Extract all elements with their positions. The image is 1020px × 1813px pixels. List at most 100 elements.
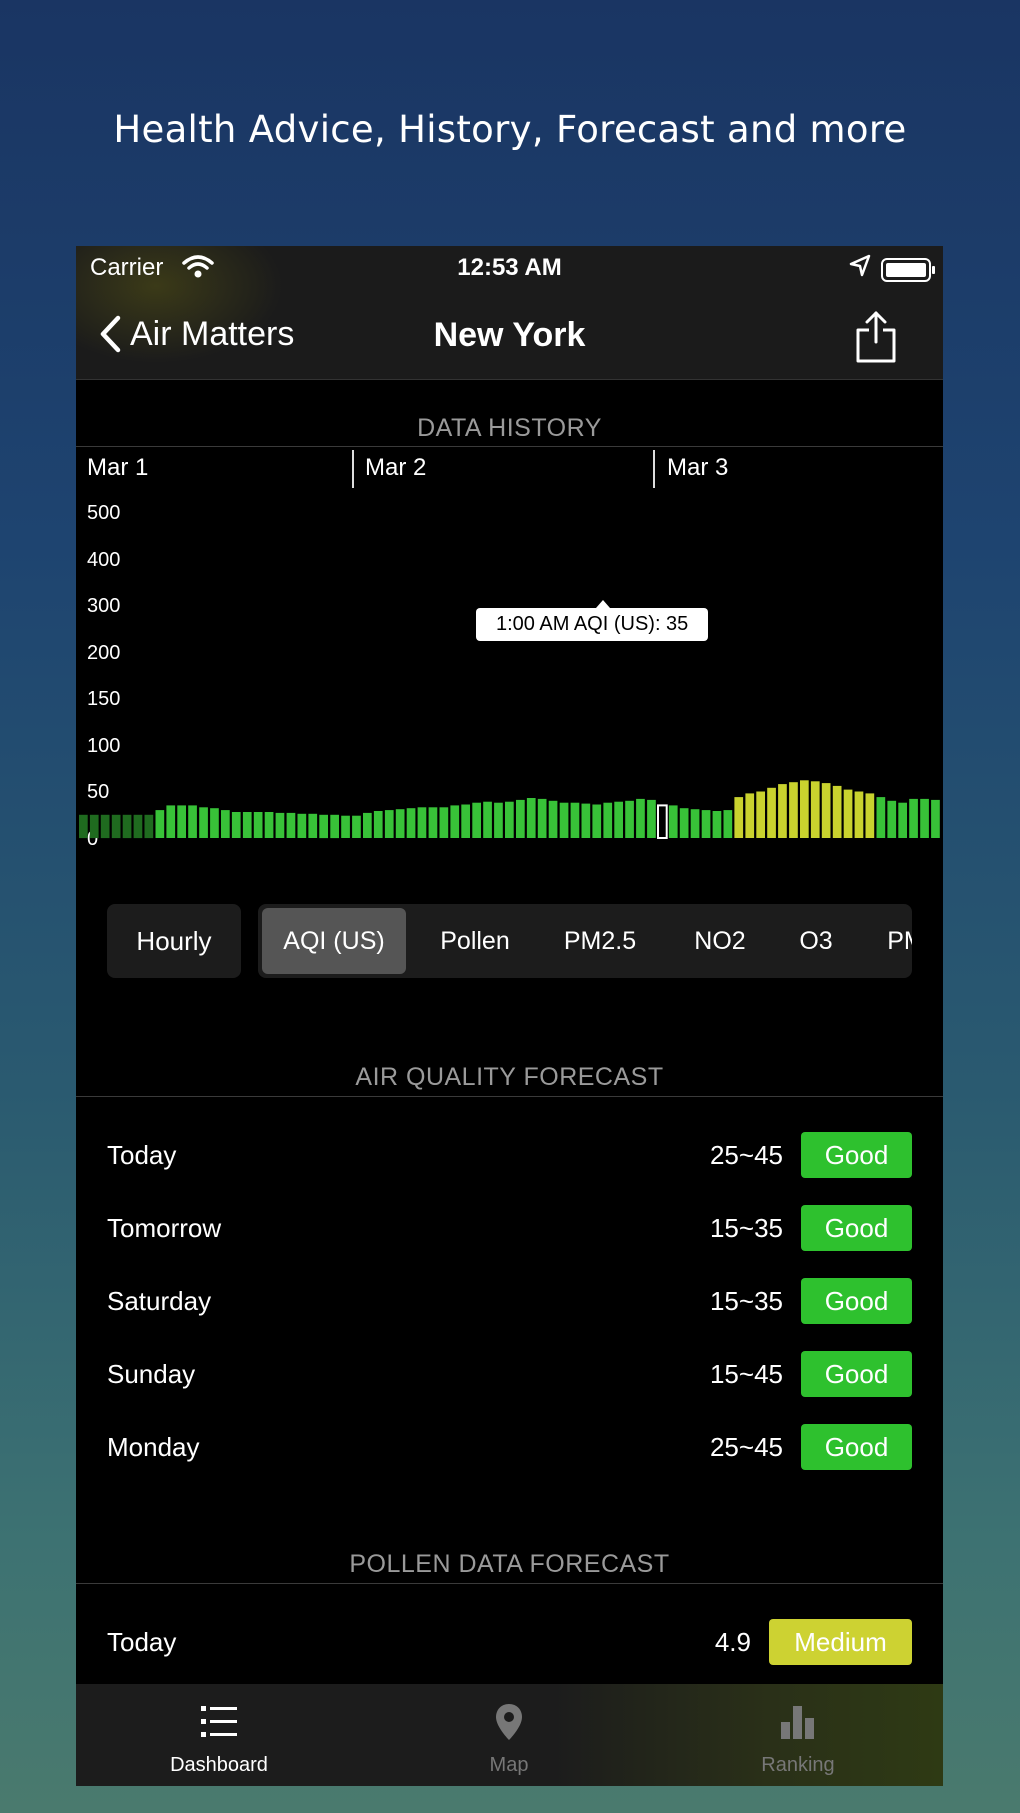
bar[interactable] [712, 811, 722, 838]
tab-label: Ranking [761, 1754, 835, 1776]
bar[interactable] [800, 780, 809, 838]
bar[interactable] [745, 793, 755, 838]
bar[interactable] [668, 805, 678, 838]
bar[interactable] [778, 784, 787, 838]
bar[interactable] [701, 810, 711, 838]
bar[interactable] [330, 814, 339, 839]
bar[interactable] [439, 807, 449, 838]
bar[interactable] [559, 802, 569, 838]
bar[interactable] [461, 804, 470, 839]
bar[interactable] [341, 815, 350, 838]
bar[interactable] [199, 807, 208, 838]
bar[interactable] [821, 783, 831, 838]
bar[interactable] [789, 782, 798, 838]
bar[interactable] [144, 814, 154, 839]
hourly-button[interactable]: Hourly [107, 904, 241, 978]
bar[interactable] [537, 798, 547, 838]
bar[interactable] [100, 814, 110, 839]
bar[interactable] [188, 805, 197, 838]
tab-ranking[interactable]: Ranking [698, 1702, 898, 1777]
bar[interactable] [297, 813, 307, 838]
status-badge: Good [801, 1424, 912, 1470]
bar[interactable] [832, 785, 842, 838]
bar[interactable] [384, 810, 394, 838]
bar[interactable] [373, 811, 383, 838]
bar[interactable] [734, 797, 744, 838]
bar[interactable] [483, 801, 492, 838]
bar[interactable] [242, 812, 252, 838]
bar[interactable] [472, 802, 481, 838]
bar[interactable] [516, 799, 525, 838]
bar[interactable] [931, 799, 940, 838]
share-button[interactable] [855, 310, 897, 369]
metric-tab-pollen[interactable]: Pollen [440, 926, 510, 955]
bar[interactable] [767, 787, 776, 838]
bar[interactable] [876, 797, 886, 838]
metric-tab-pm25[interactable]: PM2.5 [563, 926, 637, 955]
bar[interactable] [614, 801, 623, 838]
bar[interactable] [177, 805, 186, 838]
bar[interactable] [286, 812, 296, 838]
bar[interactable] [843, 789, 853, 838]
bar[interactable] [111, 814, 121, 839]
forecast-day: Saturday [107, 1286, 212, 1316]
metric-tabs: AQI (US) Pollen PM2.5 NO2 O3 PM [258, 904, 912, 978]
bar[interactable] [363, 812, 372, 838]
tab-map[interactable]: Map [409, 1702, 609, 1777]
bar[interactable] [909, 798, 918, 838]
bar[interactable] [231, 812, 241, 838]
bar[interactable] [592, 804, 602, 839]
bar[interactable] [352, 815, 361, 838]
bar[interactable] [865, 793, 875, 838]
back-button[interactable]: Air Matters [98, 314, 294, 354]
selected-bar[interactable] [657, 804, 668, 839]
bar[interactable] [679, 808, 689, 838]
bar[interactable] [810, 781, 820, 838]
bar[interactable] [723, 810, 733, 838]
bar[interactable] [690, 809, 700, 838]
bar[interactable] [570, 802, 580, 838]
bar[interactable] [253, 812, 263, 838]
aq-forecast-divider [76, 1096, 943, 1097]
bar[interactable] [406, 808, 416, 838]
bar[interactable] [264, 812, 274, 838]
bar[interactable] [155, 810, 165, 838]
bar[interactable] [275, 812, 285, 838]
bar[interactable] [920, 798, 929, 838]
bar[interactable] [625, 800, 634, 838]
history-chart[interactable]: Mar 1 Mar 2 Mar 3 500 400 300 200 150 10… [76, 446, 943, 886]
bar[interactable] [417, 807, 427, 838]
bar[interactable] [636, 798, 645, 838]
bar[interactable] [756, 791, 765, 839]
status-badge: Medium [769, 1619, 912, 1665]
bar[interactable] [395, 809, 405, 838]
bar[interactable] [526, 798, 536, 838]
metric-tab-aqi[interactable]: AQI (US) [262, 908, 406, 974]
bar[interactable] [221, 810, 230, 838]
bar[interactable] [122, 814, 132, 839]
bar[interactable] [887, 800, 897, 838]
bar[interactable] [494, 802, 503, 838]
bar[interactable] [319, 814, 328, 839]
date-tick [653, 450, 655, 488]
bar[interactable] [166, 805, 176, 838]
bar[interactable] [89, 814, 99, 839]
bar[interactable] [854, 791, 864, 839]
bar[interactable] [581, 803, 591, 838]
bar[interactable] [647, 799, 656, 838]
tab-dashboard[interactable]: Dashboard [119, 1702, 319, 1777]
bar[interactable] [428, 807, 438, 838]
bar[interactable] [898, 802, 907, 838]
bar[interactable] [210, 808, 219, 838]
forecast-range: 25~45 [709, 1140, 783, 1170]
bar[interactable] [133, 814, 143, 839]
bar[interactable] [308, 813, 318, 838]
metric-tab-no2[interactable]: NO2 [694, 926, 746, 955]
metric-tab-pm[interactable]: PM [887, 926, 912, 955]
bar[interactable] [505, 801, 514, 838]
bar[interactable] [548, 800, 558, 838]
bar[interactable] [603, 802, 613, 838]
bar[interactable] [79, 814, 88, 839]
bar[interactable] [450, 805, 460, 838]
metric-tab-o3[interactable]: O3 [799, 926, 833, 955]
